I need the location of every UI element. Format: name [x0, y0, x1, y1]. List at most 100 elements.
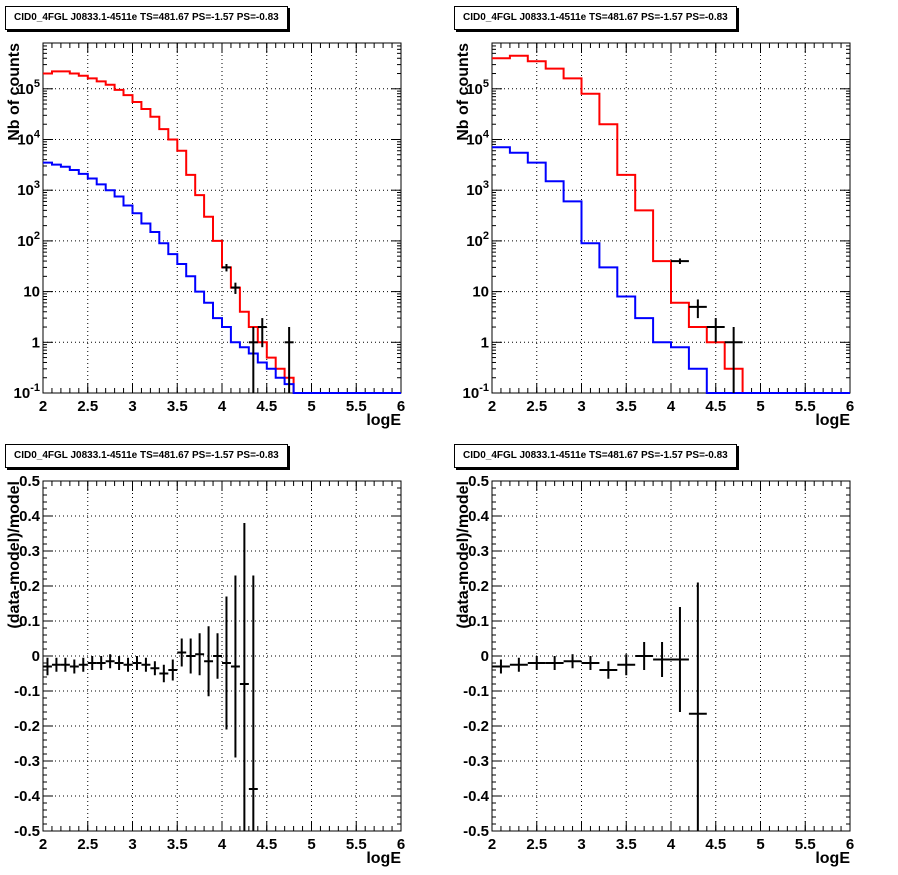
y-tick-label: 0: [481, 648, 489, 665]
residual-point: [159, 664, 169, 683]
y-tick-label: 0.4: [468, 508, 490, 525]
y-tick-label: 10-1: [463, 382, 489, 402]
x-tick-label: 6: [397, 836, 405, 853]
x-tick-label: 4: [667, 836, 676, 853]
y-tick-label: 0.2: [468, 578, 489, 595]
plot-frame: [491, 42, 851, 394]
x-tick-label: 5.5: [795, 836, 816, 853]
chart-title-top-right: CID0_4FGL J0833.1-4511e TS=481.67 PS=-1.…: [454, 6, 737, 30]
y-tick-label: 0.2: [19, 578, 40, 595]
residual-point: [248, 575, 258, 831]
y-tick-label: 10: [23, 284, 40, 301]
x-axis-label: logE: [366, 412, 401, 429]
x-tick-label: 6: [846, 836, 854, 853]
residual-point: [123, 657, 133, 672]
y-tick-label: 105: [17, 78, 40, 98]
x-tick-label: 3: [128, 836, 136, 853]
residual-point: [177, 638, 187, 667]
x-tick-label: 4.5: [256, 836, 277, 853]
residual-point: [527, 656, 546, 670]
x-tick-label: 4: [218, 398, 227, 415]
x-tick-label: 3.5: [167, 398, 188, 415]
y-tick-label: 102: [17, 230, 40, 250]
y-tick-label: 103: [466, 179, 489, 199]
x-tick-label: 2: [39, 398, 47, 415]
x-tick-label: 4: [218, 836, 227, 853]
y-tick-label: 102: [466, 230, 489, 250]
y-tick-label: 1: [32, 334, 40, 351]
data-point: [230, 282, 240, 294]
x-tick-label: 2: [488, 836, 496, 853]
x-tick-label: 2.5: [77, 398, 98, 415]
y-tick-label: 104: [466, 128, 490, 148]
y-tick-label: -0.3: [463, 753, 489, 770]
y-tick-label: -0.5: [14, 823, 40, 840]
residual-point: [60, 657, 70, 672]
residual-point: [671, 607, 689, 712]
residual-point: [599, 661, 618, 679]
data-point: [671, 258, 689, 265]
residual-point: [688, 582, 707, 831]
x-tick-label: 2.5: [526, 398, 547, 415]
x-tick-label: 4.5: [256, 398, 277, 415]
x-axis-label: logE: [815, 412, 850, 429]
residual-point: [635, 642, 654, 670]
data-point: [257, 318, 267, 348]
y-tick-label: -0.2: [463, 718, 489, 735]
residual-point: [563, 654, 582, 669]
y-axis-label: (data-model)/model: [455, 481, 472, 629]
residual-point: [195, 633, 205, 676]
chart-title-bottom-left: CID0_4FGL J0833.1-4511e TS=481.67 PS=-1.…: [5, 444, 288, 468]
plot-frame: [42, 480, 402, 832]
y-tick-label: 0.3: [19, 543, 40, 560]
residual-point: [132, 656, 142, 670]
y-tick-label: -0.4: [463, 788, 490, 805]
residual-point: [617, 654, 636, 676]
chart-panel-3: 2 2.5 3 3.5 4 4.5 5 5.5 6 -0.5 -0.4 -0.3 -0.2 -0.1 0 0.…: [6, 473, 405, 867]
y-tick-label: 0.1: [19, 613, 40, 630]
residual-point: [581, 656, 600, 670]
x-tick-label: 2.5: [526, 836, 547, 853]
y-axis-label: Nb of counts: [455, 43, 472, 141]
residual-point: [43, 657, 52, 676]
y-tick-label: -0.1: [463, 683, 489, 700]
y-tick-label: 0.3: [468, 543, 489, 560]
x-tick-label: 2: [39, 836, 47, 853]
y-axis-label: (data-model)/model: [6, 481, 23, 629]
data-point: [688, 299, 707, 319]
chart-panel-4: 2 2.5 3 3.5 4 4.5 5 5.5 6 -0.5 -0.4 -0.3 -0.2 -0.1 0 0.…: [455, 473, 854, 867]
x-tick-label: 4.5: [705, 836, 726, 853]
x-tick-label: 3: [577, 836, 585, 853]
residual-point: [509, 657, 528, 672]
residual-point: [114, 656, 124, 670]
y-tick-label: 10-1: [14, 382, 40, 402]
y-tick-label: -0.4: [14, 788, 41, 805]
residual-point: [653, 642, 671, 677]
plot-frame: [42, 42, 402, 394]
x-tick-label: 2: [488, 398, 496, 415]
x-tick-label: 3.5: [616, 836, 637, 853]
x-tick-label: 3.5: [167, 836, 188, 853]
x-tick-label: 5.5: [346, 398, 367, 415]
y-tick-label: 0.1: [468, 613, 489, 630]
residual-point: [141, 657, 151, 672]
residual-point: [239, 523, 249, 831]
x-tick-label: 4.5: [705, 398, 726, 415]
residual-point: [492, 659, 510, 674]
data-point: [284, 327, 294, 393]
x-tick-label: 3: [577, 398, 585, 415]
residual-point: [230, 575, 240, 758]
x-tick-label: 5: [756, 836, 764, 853]
x-tick-label: 5.5: [346, 836, 367, 853]
residual-point: [150, 661, 160, 676]
x-tick-label: 2.5: [77, 836, 98, 853]
x-tick-label: 5: [307, 836, 315, 853]
x-tick-label: 6: [397, 398, 405, 415]
histogram-series-2: [492, 146, 850, 394]
residual-point: [51, 657, 61, 672]
y-tick-label: 0.4: [19, 508, 41, 525]
y-tick-label: 104: [17, 128, 41, 148]
x-tick-label: 5: [756, 398, 764, 415]
y-tick-label: 105: [466, 78, 489, 98]
